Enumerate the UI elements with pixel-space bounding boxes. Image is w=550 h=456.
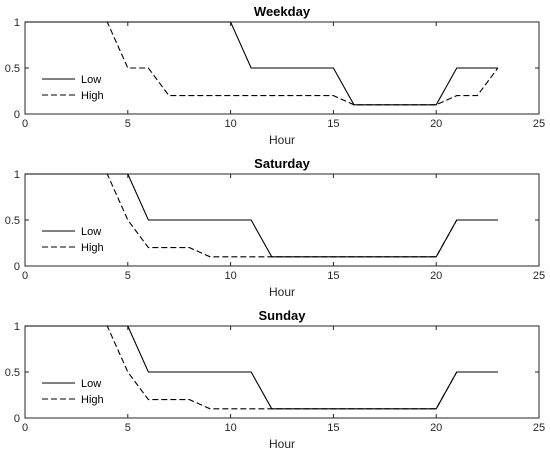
x-tick-label: 20 — [430, 422, 442, 434]
y-tick-label: 1 — [14, 169, 20, 181]
x-tick-label: 5 — [125, 270, 131, 282]
y-tick-label: 0 — [14, 109, 20, 121]
subplot-weekday: Weekday 0 5 10 15 20 25 0 0.5 1 Hour Low High — [5, 4, 545, 147]
x-axis-label: Hour — [269, 285, 295, 299]
subplot-saturday: Saturday 0 5 10 15 20 25 0 0.5 1 Hour Low High — [5, 156, 545, 299]
subplot-sunday: Sunday 0 5 10 15 20 25 0 0.5 1 Hour Low High — [5, 308, 545, 451]
series-line-low — [25, 21, 498, 106]
x-tick-label: 10 — [224, 118, 236, 130]
x-tick-label: 20 — [430, 118, 442, 130]
y-tick-label: 0.5 — [5, 367, 20, 379]
series-line-low — [25, 173, 498, 258]
legend: Low High — [42, 226, 104, 254]
y-tick-label: 1 — [14, 17, 20, 29]
legend-label-low: Low — [81, 226, 101, 238]
chart-title: Saturday — [254, 156, 310, 171]
x-tick-label: 0 — [22, 270, 28, 282]
chart-title: Weekday — [254, 4, 311, 19]
y-tick-label: 0.5 — [5, 63, 20, 75]
x-tick-label: 5 — [125, 422, 131, 434]
x-axis-label: Hour — [269, 437, 295, 451]
legend: Low High — [42, 74, 104, 102]
y-tick-label: 1 — [14, 321, 20, 333]
legend-label-high: High — [81, 242, 104, 254]
x-tick-label: 15 — [327, 422, 339, 434]
legend: Low High — [42, 378, 104, 406]
x-tick-label: 5 — [125, 118, 131, 130]
x-tick-label: 25 — [533, 270, 545, 282]
x-tick-label: 0 — [22, 422, 28, 434]
series-line-low — [25, 325, 498, 410]
series-line-high — [25, 173, 498, 258]
series-line-high — [25, 325, 498, 410]
legend-label-low: Low — [81, 378, 101, 390]
legend-label-high: High — [81, 394, 104, 406]
x-axis-label: Hour — [269, 133, 295, 147]
series-line-high — [25, 21, 499, 106]
x-tick-label: 15 — [327, 118, 339, 130]
legend-label-high: High — [81, 90, 104, 102]
y-tick-label: 0 — [14, 261, 20, 273]
x-tick-label: 20 — [430, 270, 442, 282]
x-tick-label: 0 — [22, 118, 28, 130]
x-tick-label: 15 — [327, 270, 339, 282]
x-tick-label: 10 — [224, 270, 236, 282]
x-tick-label: 10 — [224, 422, 236, 434]
legend-label-low: Low — [81, 74, 101, 86]
chart-title: Sunday — [259, 308, 307, 323]
y-tick-label: 0 — [14, 413, 20, 425]
x-tick-label: 25 — [533, 422, 545, 434]
y-tick-label: 0.5 — [5, 215, 20, 227]
x-tick-label: 25 — [533, 118, 545, 130]
